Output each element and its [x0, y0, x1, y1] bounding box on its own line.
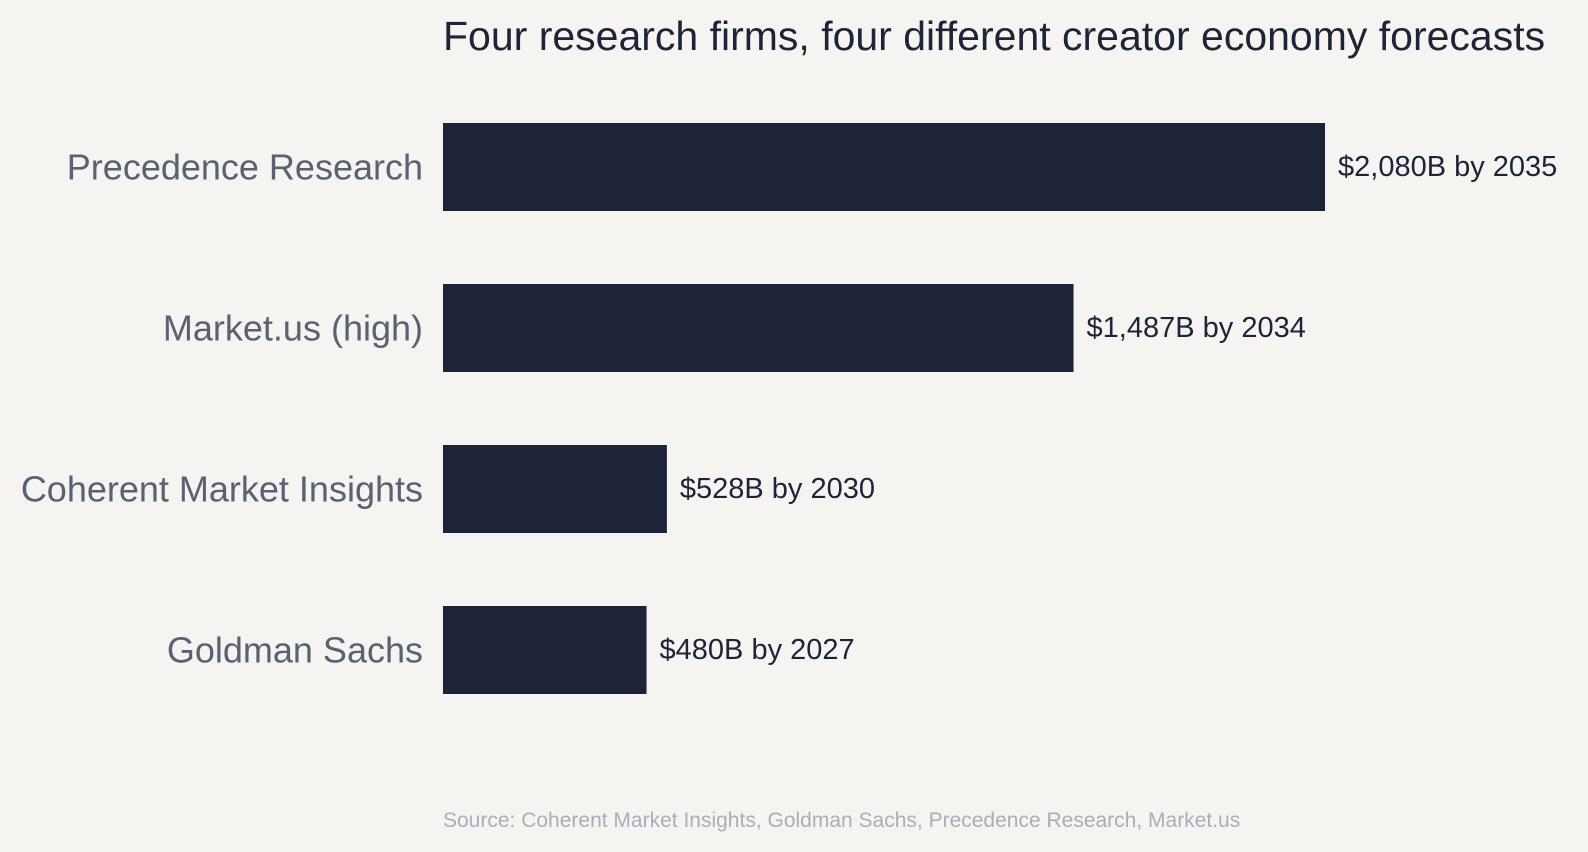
data-label: $480B by 2027	[660, 634, 855, 666]
chart-source: Source: Coherent Market Insights, Goldma…	[443, 809, 1240, 832]
bar	[443, 284, 1074, 372]
bars-group: Precedence Research $2,080B by 2035 Market…	[21, 123, 1557, 694]
data-label: $528B by 2030	[680, 473, 875, 505]
data-label: $2,080B by 2035	[1338, 151, 1557, 183]
category-label: Goldman Sachs	[167, 630, 423, 671]
data-label: $1,487B by 2034	[1087, 312, 1306, 344]
category-label: Coherent Market Insights	[21, 469, 423, 510]
bar	[443, 123, 1325, 211]
bar	[443, 445, 667, 533]
chart-title: Four research firms, four different crea…	[443, 13, 1545, 59]
category-label: Precedence Research	[67, 147, 423, 188]
category-label: Market.us (high)	[163, 308, 423, 349]
bar	[443, 606, 647, 694]
